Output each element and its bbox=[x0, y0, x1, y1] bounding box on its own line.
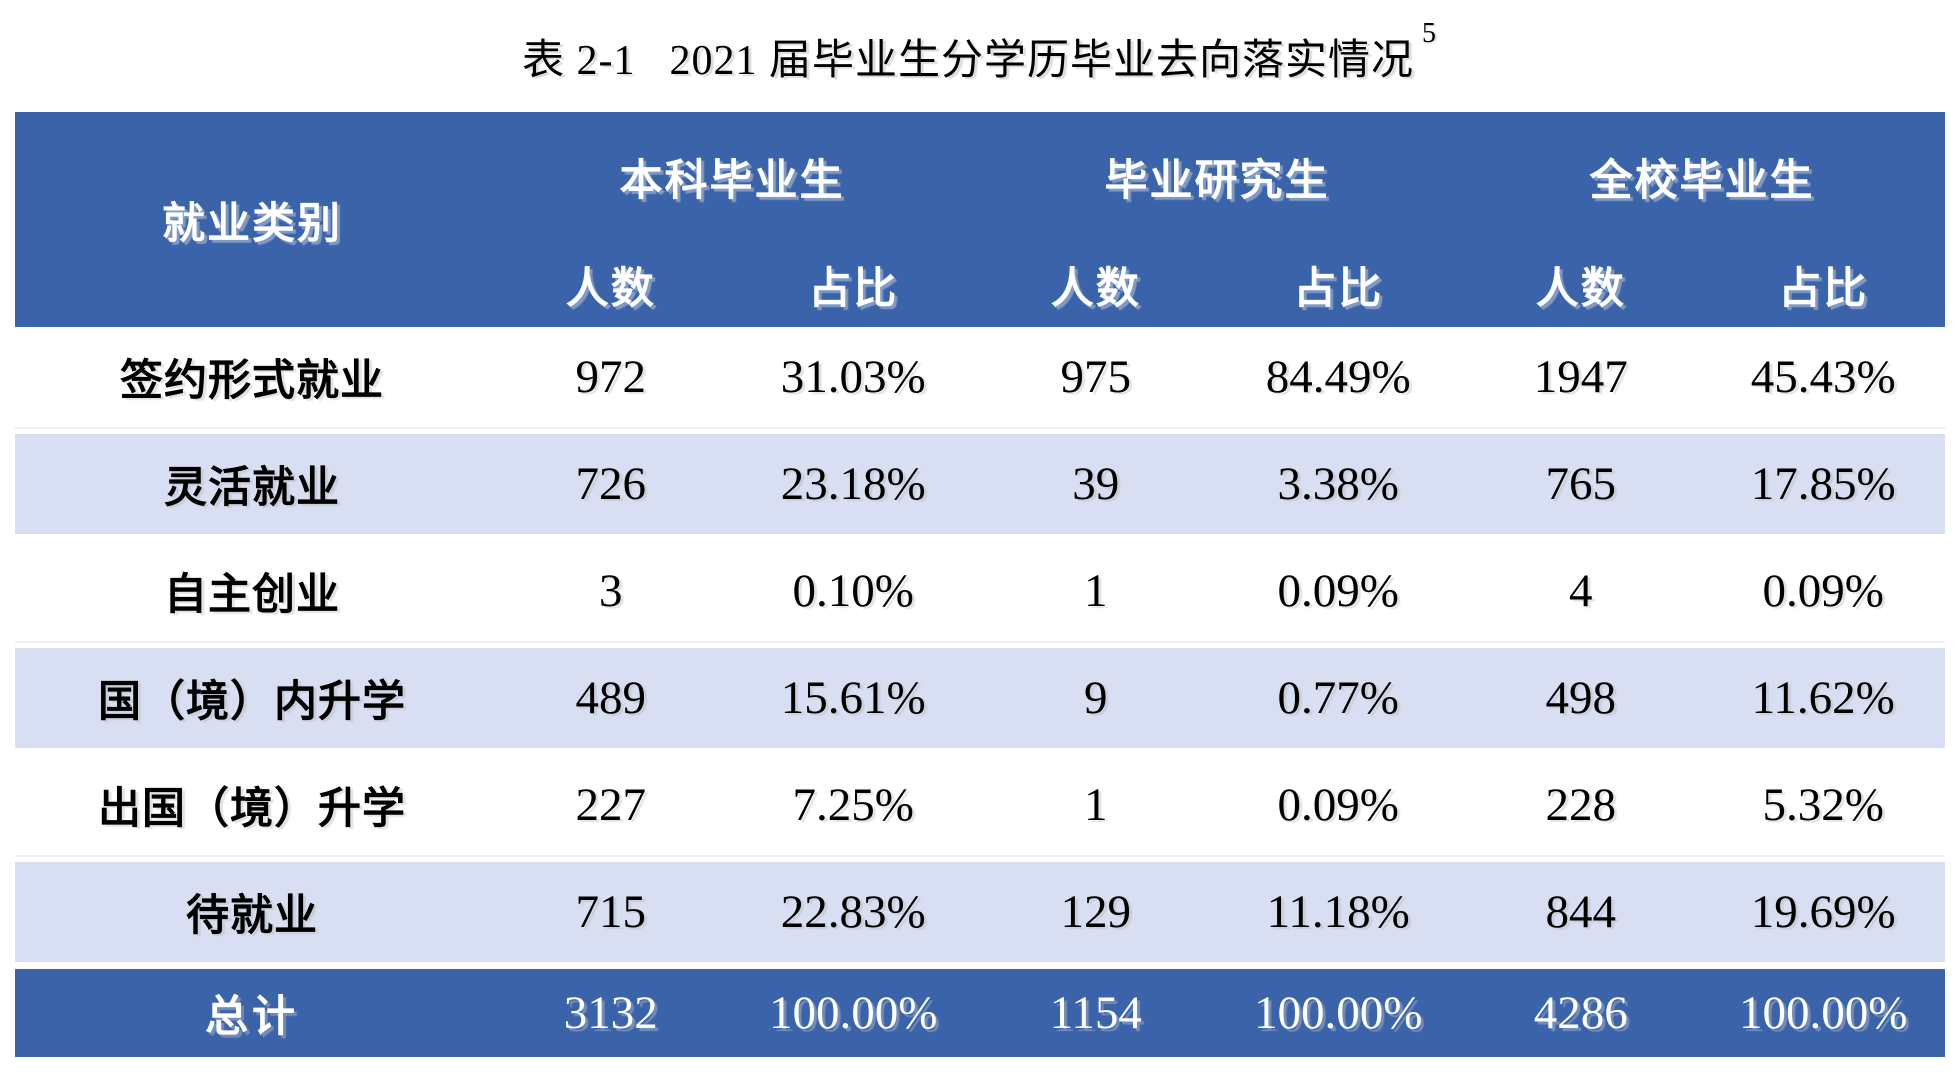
cell-value: 0.09% bbox=[1277, 565, 1399, 617]
cell-value: 11.18% bbox=[1266, 886, 1410, 938]
header-group-all-school: 全校毕业生 bbox=[1589, 158, 1815, 205]
table-row: 出国（境）升学 227 7.25% 1 0.09% 228 5.32% bbox=[14, 755, 1945, 857]
cell-value: 3132 bbox=[563, 987, 658, 1039]
header-group-postgraduate: 毕业研究生 bbox=[1104, 158, 1330, 205]
cell-value: 129 bbox=[1060, 886, 1132, 938]
cell-value: 1 bbox=[1084, 565, 1108, 617]
row-category: 国（境）内升学 bbox=[98, 679, 406, 726]
table-title-number: 表 2-1 bbox=[521, 37, 636, 84]
row-category: 总计 bbox=[205, 994, 299, 1041]
cell-value: 23.18% bbox=[780, 458, 926, 510]
subheader-count: 人数 bbox=[565, 265, 656, 313]
table-title: 表 2-1 2021 届毕业生分学历毕业去向落实情况 5 bbox=[0, 0, 1959, 112]
table-row: 国（境）内升学 489 15.61% 9 0.77% 498 11.62% bbox=[14, 648, 1945, 748]
table-row: 签约形式就业 972 31.03% 975 84.49% 1947 45.43% bbox=[14, 327, 1945, 429]
table-row: 待就业 715 22.83% 129 11.18% 844 19.69% bbox=[14, 862, 1945, 962]
subheader-ratio: 占比 bbox=[1778, 265, 1869, 313]
cell-value: 15.61% bbox=[780, 672, 926, 724]
subheader-ratio: 占比 bbox=[1293, 265, 1384, 313]
row-category: 出国（境）升学 bbox=[98, 786, 406, 833]
cell-value: 1 bbox=[1084, 779, 1108, 831]
cell-value: 1947 bbox=[1533, 351, 1628, 403]
table-header: 就业类别 本科毕业生 毕业研究生 全校毕业生 人数 占比 人数 占比 人数 占比 bbox=[14, 112, 1945, 327]
cell-value: 100.00% bbox=[769, 987, 938, 1039]
employment-table: 就业类别 本科毕业生 毕业研究生 全校毕业生 人数 占比 人数 占比 人数 占比… bbox=[14, 112, 1945, 1057]
cell-value: 9 bbox=[1084, 672, 1108, 724]
header-group-undergraduate: 本科毕业生 bbox=[619, 158, 845, 205]
cell-value: 100.00% bbox=[1739, 987, 1908, 1039]
cell-value: 227 bbox=[575, 779, 647, 831]
table-title-text: 2021 届毕业生分学历毕业去向落实情况 bbox=[669, 37, 1414, 84]
cell-value: 498 bbox=[1545, 672, 1617, 724]
cell-value: 765 bbox=[1545, 458, 1617, 510]
cell-value: 31.03% bbox=[780, 351, 926, 403]
cell-value: 5.32% bbox=[1762, 779, 1884, 831]
row-category: 签约形式就业 bbox=[120, 358, 384, 405]
cell-value: 844 bbox=[1545, 886, 1617, 938]
cell-value: 972 bbox=[575, 351, 647, 403]
cell-value: 7.25% bbox=[792, 779, 914, 831]
row-category: 待就业 bbox=[186, 893, 318, 940]
table-row: 灵活就业 726 23.18% 39 3.38% 765 17.85% bbox=[14, 434, 1945, 534]
subheader-ratio: 占比 bbox=[808, 265, 899, 313]
cell-value: 3.38% bbox=[1277, 458, 1399, 510]
cell-value: 0.77% bbox=[1277, 672, 1399, 724]
cell-value: 0.09% bbox=[1277, 779, 1399, 831]
cell-value: 11.62% bbox=[1751, 672, 1895, 724]
cell-value: 45.43% bbox=[1750, 351, 1896, 403]
cell-value: 1154 bbox=[1049, 987, 1142, 1039]
subheader-count: 人数 bbox=[1050, 265, 1141, 313]
subheader-count: 人数 bbox=[1535, 265, 1626, 313]
cell-value: 84.49% bbox=[1265, 351, 1411, 403]
cell-value: 39 bbox=[1072, 458, 1120, 510]
footnote-marker: 5 bbox=[1422, 18, 1437, 49]
cell-value: 4 bbox=[1569, 565, 1593, 617]
cell-value: 228 bbox=[1545, 779, 1617, 831]
cell-value: 17.85% bbox=[1750, 458, 1896, 510]
cell-value: 489 bbox=[575, 672, 647, 724]
cell-value: 4286 bbox=[1533, 987, 1628, 1039]
cell-value: 19.69% bbox=[1750, 886, 1896, 938]
header-category: 就业类别 bbox=[162, 200, 342, 248]
table-total-row: 总计 3132 100.00% 1154 100.00% 4286 100.00… bbox=[14, 969, 1945, 1057]
cell-value: 726 bbox=[575, 458, 647, 510]
row-category: 灵活就业 bbox=[164, 465, 340, 512]
cell-value: 975 bbox=[1060, 351, 1132, 403]
cell-value: 22.83% bbox=[780, 886, 926, 938]
cell-value: 3 bbox=[599, 565, 623, 617]
cell-value: 100.00% bbox=[1254, 987, 1423, 1039]
table-row: 自主创业 3 0.10% 1 0.09% 4 0.09% bbox=[14, 541, 1945, 643]
cell-value: 0.09% bbox=[1762, 565, 1884, 617]
cell-value: 715 bbox=[575, 886, 647, 938]
cell-value: 0.10% bbox=[792, 565, 914, 617]
row-category: 自主创业 bbox=[164, 572, 340, 619]
